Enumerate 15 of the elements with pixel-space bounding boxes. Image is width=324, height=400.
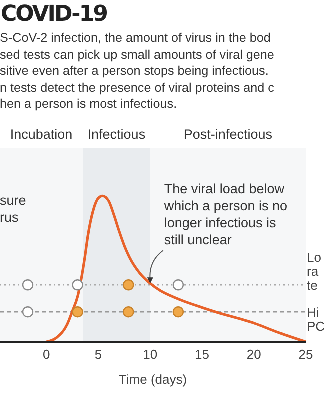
annotation: The viral load below which a person is no longer infectious is still unclear — [163, 182, 288, 248]
annotation: sure rus — [0, 192, 26, 226]
x-tick-label: 15 — [195, 347, 210, 362]
x-tick-label: 25 — [298, 347, 314, 362]
x-tick-label: 20 — [246, 347, 262, 362]
band-label: Infectious — [88, 127, 146, 142]
band-label: Post-infectious — [184, 127, 273, 142]
chart-subtitle: S-CoV-2 infection, the amount of virus in the bod sed tests can pick up small amounts of viral gene sitive even after a person stops being infectious. n tests detect the presence of viral proteins and c hen a person is most infectious. — [0, 31, 274, 112]
ref-line-label: Lo ra te — [307, 250, 322, 293]
chart-title: COVID-19 — [1, 2, 107, 27]
x-tick-label: 0 — [43, 347, 50, 362]
band-label: Incubation — [10, 127, 73, 142]
x-tick-label: 5 — [94, 347, 102, 362]
x-tick-label: 10 — [143, 347, 158, 362]
x-axis-title: Time (days) — [118, 372, 188, 387]
